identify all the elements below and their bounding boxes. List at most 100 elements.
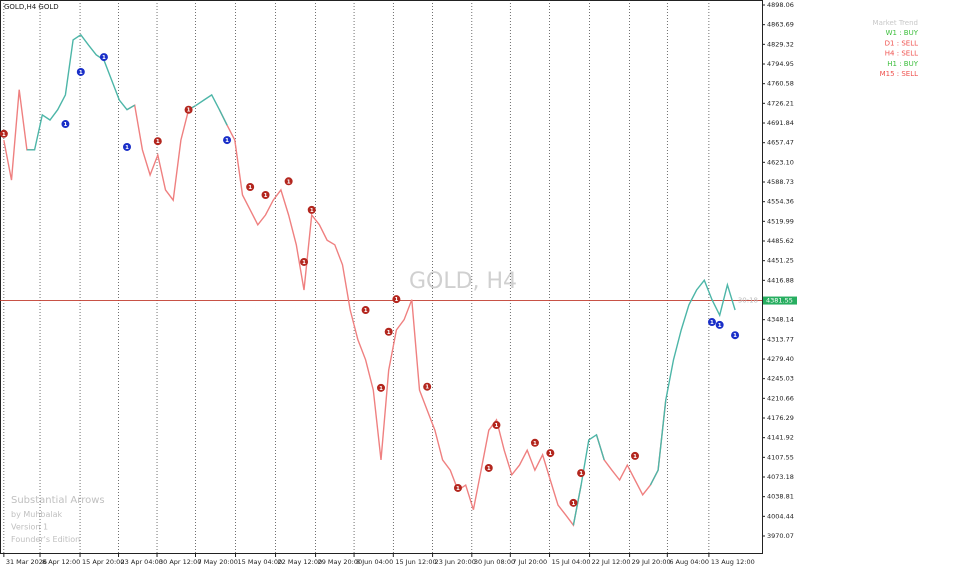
credit-line: Substantial Arrows: [11, 495, 105, 506]
y-tick-label: 4073.18: [767, 473, 794, 481]
signal-marker: [61, 120, 70, 129]
signal-label: 1: [548, 451, 552, 457]
trend-title: Market Trend: [873, 19, 918, 27]
y-tick-label: 4829.32: [767, 40, 794, 48]
symbol-label: GOLD,H4 GOLD: [4, 3, 59, 11]
trend-row: H1 : BUY: [887, 60, 918, 68]
x-tick-label: 22 Jul 12:00: [592, 558, 631, 566]
signal-marker: [423, 382, 432, 391]
y-tick-label: 4451.25: [767, 257, 794, 265]
trend-row: W1 : BUY: [886, 29, 919, 37]
signal-label: 1: [264, 193, 268, 199]
signal-marker: [715, 320, 724, 329]
x-tick-label: 15 Jul 04:00: [552, 558, 591, 566]
signal-label: 1: [79, 70, 83, 76]
x-tick-label: 23 Apr 04:00: [121, 558, 163, 566]
signal-label: 1: [248, 185, 252, 191]
signal-marker: [261, 191, 270, 200]
credit-line: by Muhbalak: [11, 510, 63, 519]
signal-marker: [223, 136, 232, 145]
y-tick-label: 4038.81: [767, 493, 794, 501]
y-tick-label: 4760.58: [767, 80, 794, 88]
y-tick-label: 4176.29: [767, 414, 794, 422]
signal-marker: [731, 331, 740, 340]
signal-marker: [246, 182, 255, 191]
y-tick-label: 4657.47: [767, 139, 794, 147]
y-tick-label: 4416.88: [767, 276, 794, 284]
signal-label: 1: [710, 320, 714, 326]
credit-line: Founder's Edition: [11, 535, 80, 544]
x-tick-label: 29 Jul 20:00: [632, 558, 671, 566]
signal-label: 1: [572, 501, 576, 507]
signal-marker: [453, 483, 462, 492]
y-tick-label: 4107.55: [767, 453, 794, 461]
signal-marker: [153, 137, 162, 146]
signal-marker: [530, 438, 539, 447]
y-tick-label: 4279.40: [767, 355, 794, 363]
signal-label: 1: [302, 260, 306, 266]
signal-label: 1: [394, 297, 398, 303]
y-tick-label: 4588.73: [767, 178, 794, 186]
signal-label: 1: [287, 179, 291, 185]
trend-row: H4 : SELL: [885, 50, 918, 58]
price-tag-label: 4381.55: [766, 297, 793, 305]
signal-label: 1: [102, 55, 106, 61]
watermark: GOLD, H4: [409, 269, 517, 294]
signal-marker: [361, 306, 370, 315]
y-tick-label: 4554.36: [767, 198, 794, 206]
signal-marker: [300, 257, 309, 266]
signal-label: 1: [456, 486, 460, 492]
signal-marker: [569, 498, 578, 507]
trend-row: M15 : SELL: [880, 70, 919, 78]
x-tick-label: 23 Jun 20:00: [435, 558, 476, 566]
x-tick-label: 6 Aug 04:00: [669, 558, 709, 566]
signal-marker: [392, 295, 401, 304]
signal-marker: [577, 469, 586, 478]
signal-marker: [123, 142, 131, 151]
signal-label: 1: [633, 454, 637, 460]
signal-marker: [0, 129, 8, 138]
y-tick-label: 4210.66: [767, 394, 794, 402]
signal-label: 1: [533, 441, 537, 447]
price-tag: [763, 296, 797, 305]
signal-label: 1: [718, 323, 722, 329]
signal-marker: [707, 318, 716, 327]
y-tick-label: 4519.99: [767, 217, 794, 225]
signal-marker: [384, 327, 393, 336]
price-line-series: [3, 89, 667, 527]
x-tick-label: 30 Jun 08:00: [474, 558, 515, 566]
signal-label: 1: [495, 423, 499, 429]
signal-marker: [184, 105, 193, 114]
y-tick-label: 4726.21: [767, 99, 794, 107]
plot-frame: [0, 0, 763, 554]
signal-marker: [307, 205, 316, 214]
x-tick-label: 13 Aug 12:00: [711, 558, 755, 566]
signal-marker: [377, 383, 385, 392]
y-tick-label: 4313.77: [767, 335, 794, 343]
trend-panel: W1 : BUY D1 : SELL H4 : SELL H1 : BUY M15 : …: [880, 29, 919, 78]
y-tick-label: 4245.03: [767, 375, 794, 383]
y-tick-label: 3970.07: [767, 532, 794, 540]
signal-label: 1: [379, 386, 383, 392]
y-tick-label: 4794.95: [767, 60, 794, 68]
x-tick-label: 7 Jul 20:00: [512, 558, 547, 566]
signal-label: 1: [225, 138, 229, 144]
x-tick-label: 15 Apr 20:00: [82, 558, 124, 566]
signal-marker: [284, 177, 293, 186]
x-tick-label: 31 Mar 2026: [6, 558, 47, 566]
signal-marker: [484, 463, 493, 472]
signal-marker: [546, 449, 555, 458]
credits: Substantial Arrows by Muhbalak Version 1 Fo…: [11, 495, 105, 544]
x-tick-label: 15 Jun 12:00: [395, 558, 436, 566]
signal-marker: [492, 421, 501, 430]
y-tick-label: 4898.06: [767, 1, 794, 9]
signal-label: 1: [487, 466, 491, 472]
signal-marker: [76, 67, 85, 76]
trend-row: D1 : SELL: [885, 39, 918, 47]
x-tick-label: 29 May 20:00: [318, 558, 363, 566]
signal-marker: [631, 451, 639, 460]
x-tick-label: 15 May 04:00: [238, 558, 283, 566]
y-tick-label: 4004.44: [767, 512, 794, 520]
signal-label: 1: [187, 108, 191, 114]
